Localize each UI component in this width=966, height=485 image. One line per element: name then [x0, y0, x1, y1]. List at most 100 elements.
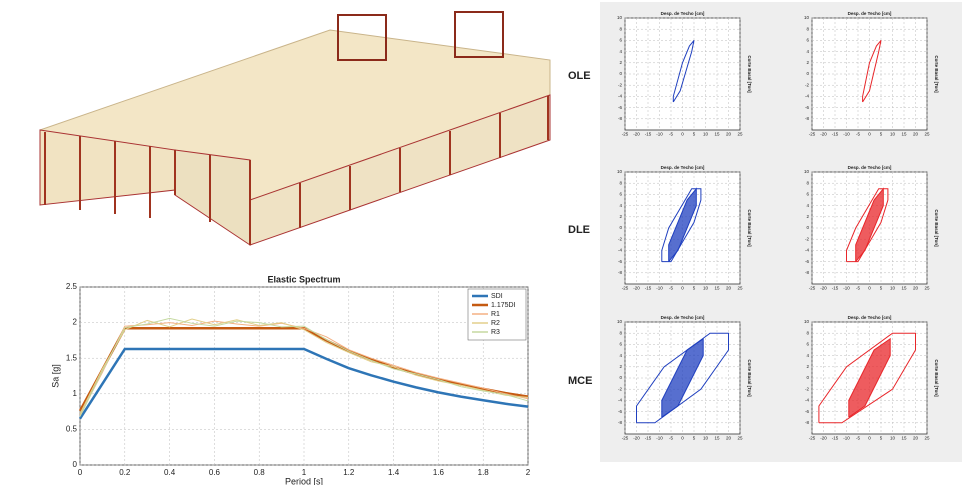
- x-tick-label: 0: [868, 286, 871, 291]
- y-tick-label: 1: [73, 389, 78, 398]
- row-label: MCE: [568, 375, 592, 387]
- y-tick-label: 0: [73, 460, 78, 469]
- x-tick-label: 0: [681, 132, 684, 137]
- y-tick-label: -8: [805, 116, 809, 121]
- hysteresis-loop: [672, 40, 695, 103]
- x-tick-label: 0.4: [164, 468, 176, 477]
- hysteresis-loop: [668, 187, 697, 262]
- y-tick-label: 0: [806, 225, 809, 230]
- roof-tower: [337, 14, 387, 61]
- y-tick-label: -6: [805, 259, 809, 264]
- x-axis-label: Period [s]: [285, 476, 323, 485]
- x-tick-label: -5: [669, 132, 673, 137]
- y-tick-label: 4: [619, 203, 622, 208]
- y-tick-label: 6: [619, 342, 622, 347]
- y-tick-label: 0: [619, 71, 622, 76]
- y-tick-label: 4: [619, 353, 622, 358]
- x-tick-label: -15: [645, 436, 652, 441]
- x-tick-label: 20: [726, 286, 732, 291]
- y-tick-label: -2: [805, 82, 809, 87]
- y-tick-label: -6: [618, 259, 622, 264]
- hysteresis-loop: [862, 40, 882, 103]
- x-tick-label: -25: [622, 436, 629, 441]
- x-tick-label: 0: [681, 286, 684, 291]
- x-tick-label: 1.2: [343, 468, 355, 477]
- x-tick-label: 1.4: [388, 468, 400, 477]
- y-tick-label: 0: [619, 225, 622, 230]
- x-tick-label: 0.8: [254, 468, 266, 477]
- x-tick-label: -10: [843, 132, 850, 137]
- y-tick-label: 8: [806, 26, 809, 31]
- y-tick-label: 0: [806, 71, 809, 76]
- x-tick-label: -25: [622, 286, 629, 291]
- x-tick-label: -5: [856, 286, 860, 291]
- x-tick-label: -5: [856, 436, 860, 441]
- x-tick-label: 25: [924, 286, 930, 291]
- y-tick-label: 6: [806, 192, 809, 197]
- y-tick-label: -4: [618, 398, 622, 403]
- x-tick-label: 25: [737, 286, 743, 291]
- hysteresis-loop: [818, 332, 916, 424]
- y-tick-label: -2: [618, 386, 622, 391]
- y-tick-label: 0: [806, 375, 809, 380]
- y-tick-label: 2.5: [66, 282, 78, 291]
- x-tick-label: 10: [890, 286, 896, 291]
- x-tick-label: 1.8: [478, 468, 490, 477]
- y-tick-label: -4: [805, 398, 809, 403]
- x-tick-label: -15: [832, 132, 839, 137]
- x-tick-label: 0: [868, 132, 871, 137]
- y-tick-label: 10: [804, 15, 810, 20]
- y-tick-label: 6: [806, 342, 809, 347]
- x-tick-label: 15: [714, 436, 720, 441]
- x-tick-label: -20: [820, 286, 827, 291]
- panel-title: Desp. de Techo [cm]: [848, 315, 892, 320]
- y-tick-label: -6: [805, 105, 809, 110]
- y-tick-label: 6: [619, 38, 622, 43]
- columns: [44, 96, 549, 245]
- y-tick-label: 2: [806, 364, 809, 369]
- y-axis-label: Corte Basal [Ton]: [747, 55, 752, 93]
- x-tick-label: 15: [901, 436, 907, 441]
- y-tick-label: 0: [619, 375, 622, 380]
- legend-label: 1.175DI: [491, 302, 516, 309]
- panel-title: Desp. de Techo [cm]: [661, 165, 705, 170]
- y-tick-label: 6: [806, 38, 809, 43]
- y-tick-label: 6: [619, 192, 622, 197]
- y-tick-label: -8: [805, 420, 809, 425]
- x-tick-label: 0: [868, 436, 871, 441]
- y-tick-label: 2: [619, 214, 622, 219]
- y-tick-label: -2: [618, 236, 622, 241]
- y-tick-label: -2: [618, 82, 622, 87]
- y-tick-label: 2: [73, 318, 78, 327]
- hysteresis-loop: [848, 337, 891, 418]
- y-tick-label: 8: [806, 330, 809, 335]
- y-tick-label: 10: [617, 319, 623, 324]
- x-tick-label: 25: [737, 132, 743, 137]
- x-tick-label: 5: [880, 436, 883, 441]
- x-tick-label: 10: [703, 132, 709, 137]
- series-line: [79, 317, 529, 417]
- y-tick-label: -6: [618, 409, 622, 414]
- x-tick-label: 5: [880, 132, 883, 137]
- x-tick-label: 1.6: [433, 468, 445, 477]
- x-tick-label: 25: [924, 436, 930, 441]
- y-tick-label: 2: [619, 60, 622, 65]
- x-tick-label: -10: [656, 436, 663, 441]
- row-label: OLE: [568, 70, 591, 82]
- y-tick-label: 0.5: [66, 425, 78, 434]
- x-tick-label: -20: [820, 132, 827, 137]
- x-tick-label: -15: [645, 286, 652, 291]
- y-axis-label: Corte Basal [Ton]: [747, 209, 752, 247]
- y-tick-label: 2: [806, 60, 809, 65]
- x-tick-label: 20: [726, 132, 732, 137]
- y-tick-label: 1.5: [66, 353, 78, 362]
- legend-label: SDI: [491, 293, 503, 300]
- y-axis-label: Corte Basal [Ton]: [934, 55, 939, 93]
- x-tick-label: 25: [737, 436, 743, 441]
- x-tick-label: 5: [693, 286, 696, 291]
- x-tick-label: 20: [726, 436, 732, 441]
- x-tick-label: -15: [645, 132, 652, 137]
- y-tick-label: 4: [619, 49, 622, 54]
- x-tick-label: 2: [526, 468, 531, 477]
- x-tick-label: 10: [890, 436, 896, 441]
